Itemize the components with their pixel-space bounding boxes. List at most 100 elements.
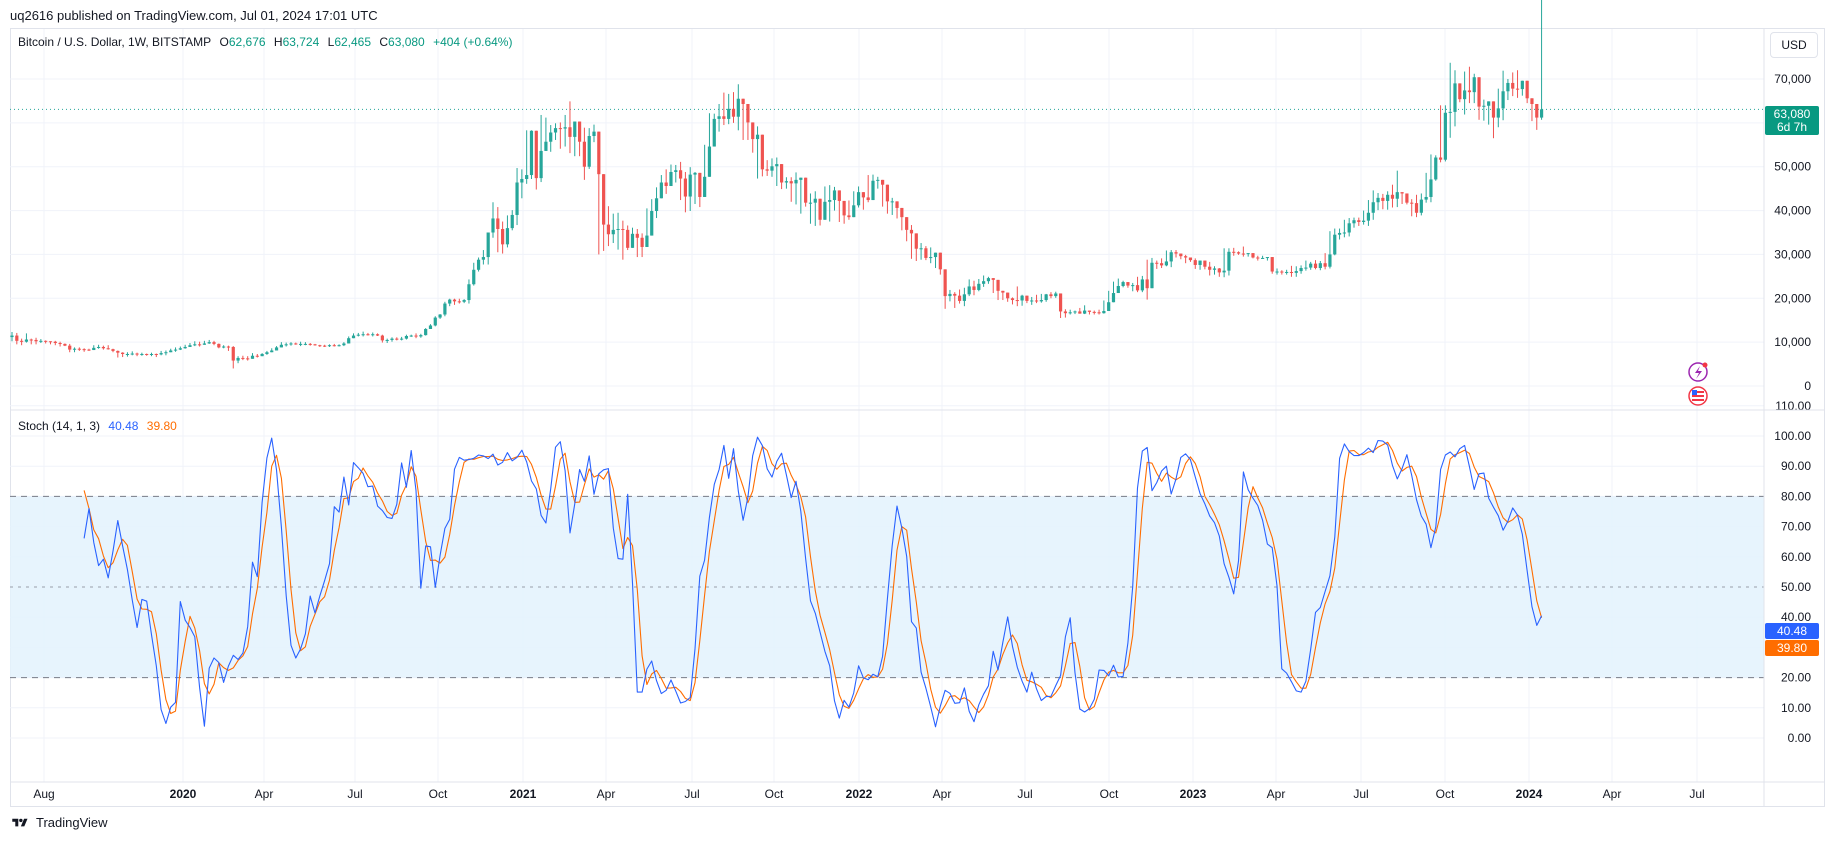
candle-body [957, 295, 962, 301]
candle-body [765, 169, 769, 171]
candle [116, 350, 120, 358]
candle [1410, 199, 1414, 217]
stoch-k-badge-value: 40.48 [1777, 624, 1807, 638]
candle-body [1309, 263, 1313, 268]
candle [1270, 257, 1274, 274]
candle [678, 161, 683, 201]
candle [1265, 257, 1270, 261]
stoch-lines [83, 436, 1543, 728]
candle-body [183, 346, 187, 349]
stoch-tick-label: 40.00 [1781, 610, 1811, 624]
candle-body [991, 278, 995, 280]
candle-body [1111, 293, 1116, 303]
candle-body [885, 184, 890, 202]
candle-body [438, 314, 442, 318]
candle [794, 172, 798, 205]
candle [457, 298, 461, 304]
candle [1078, 307, 1082, 314]
candle [496, 207, 500, 253]
candle [775, 157, 779, 187]
candle [828, 185, 832, 222]
candle-body [1429, 179, 1433, 197]
candle [1001, 290, 1005, 301]
candle-body [20, 340, 24, 342]
candle-body [323, 345, 327, 347]
candle [890, 197, 894, 215]
price-tick-label: 30,000 [1774, 247, 1811, 261]
lightning-icon[interactable] [1688, 362, 1708, 382]
candle [395, 337, 399, 341]
candle-body [640, 237, 644, 247]
candle-body [188, 345, 192, 347]
candle-body [582, 141, 586, 167]
candle [1390, 184, 1395, 208]
footer-brand[interactable]: TradingView [36, 815, 108, 830]
candle [207, 339, 211, 344]
candle [294, 342, 298, 345]
candle [606, 206, 611, 247]
candle-body [977, 283, 981, 290]
candle-body [678, 170, 683, 179]
candle-body [1131, 285, 1135, 287]
stoch-k-value: 40.48 [108, 419, 139, 433]
candle-body [799, 177, 803, 180]
candle [1111, 281, 1116, 303]
candle [409, 334, 413, 337]
candle-body [1227, 251, 1231, 271]
candle [1232, 247, 1236, 256]
candle-body [53, 341, 57, 344]
candle-body [621, 228, 625, 230]
candle-body [823, 201, 827, 220]
candle [149, 352, 154, 357]
candle-body [433, 317, 437, 326]
candle-body [356, 334, 360, 336]
tradingview-logo-icon[interactable] [10, 817, 30, 829]
candle-body [1030, 300, 1034, 302]
candle-body [419, 335, 423, 337]
candle-body [1049, 294, 1053, 297]
candle-body [1362, 220, 1366, 222]
candle-body [645, 235, 649, 247]
candle-body [404, 336, 409, 339]
candle-body [755, 134, 760, 140]
candle [736, 84, 740, 131]
candle [448, 298, 452, 307]
candle [659, 175, 663, 199]
change-value: +404 (+0.64%) [433, 35, 513, 49]
candle [226, 345, 231, 351]
candle-body [1073, 311, 1077, 313]
candle [1467, 66, 1472, 104]
candle [1275, 268, 1279, 275]
candle-body [1087, 310, 1092, 312]
candle [111, 348, 115, 353]
x-tick-label: Oct [1100, 787, 1119, 801]
currency-button[interactable]: USD [1770, 32, 1818, 58]
candle [577, 121, 582, 157]
candle [640, 233, 644, 258]
candle-body [818, 198, 822, 220]
us-flag-icon[interactable] [1688, 386, 1708, 406]
candle [760, 134, 764, 177]
candle [842, 200, 846, 224]
publisher-header: uq2616 published on TradingView.com, Jul… [10, 8, 378, 23]
x-tick-label: Oct [765, 787, 784, 801]
candle [534, 130, 538, 190]
candle [438, 314, 442, 319]
candle [424, 328, 428, 336]
candle [654, 187, 659, 219]
candle [274, 346, 279, 351]
candle [1174, 250, 1178, 258]
candle [404, 334, 409, 340]
candle-body [871, 180, 875, 201]
candle [481, 250, 485, 265]
candle [881, 179, 885, 207]
candle [1463, 71, 1467, 115]
candle [664, 169, 668, 194]
candle-body [520, 178, 524, 183]
stoch-title[interactable]: Stoch (14, 1, 3) [18, 419, 101, 433]
symbol-title[interactable]: Bitcoin / U.S. Dollar, 1W, BITSTAMP [18, 35, 212, 49]
stoch-d-badge-value: 39.80 [1777, 641, 1807, 655]
candle [246, 356, 250, 361]
candle [957, 289, 962, 304]
